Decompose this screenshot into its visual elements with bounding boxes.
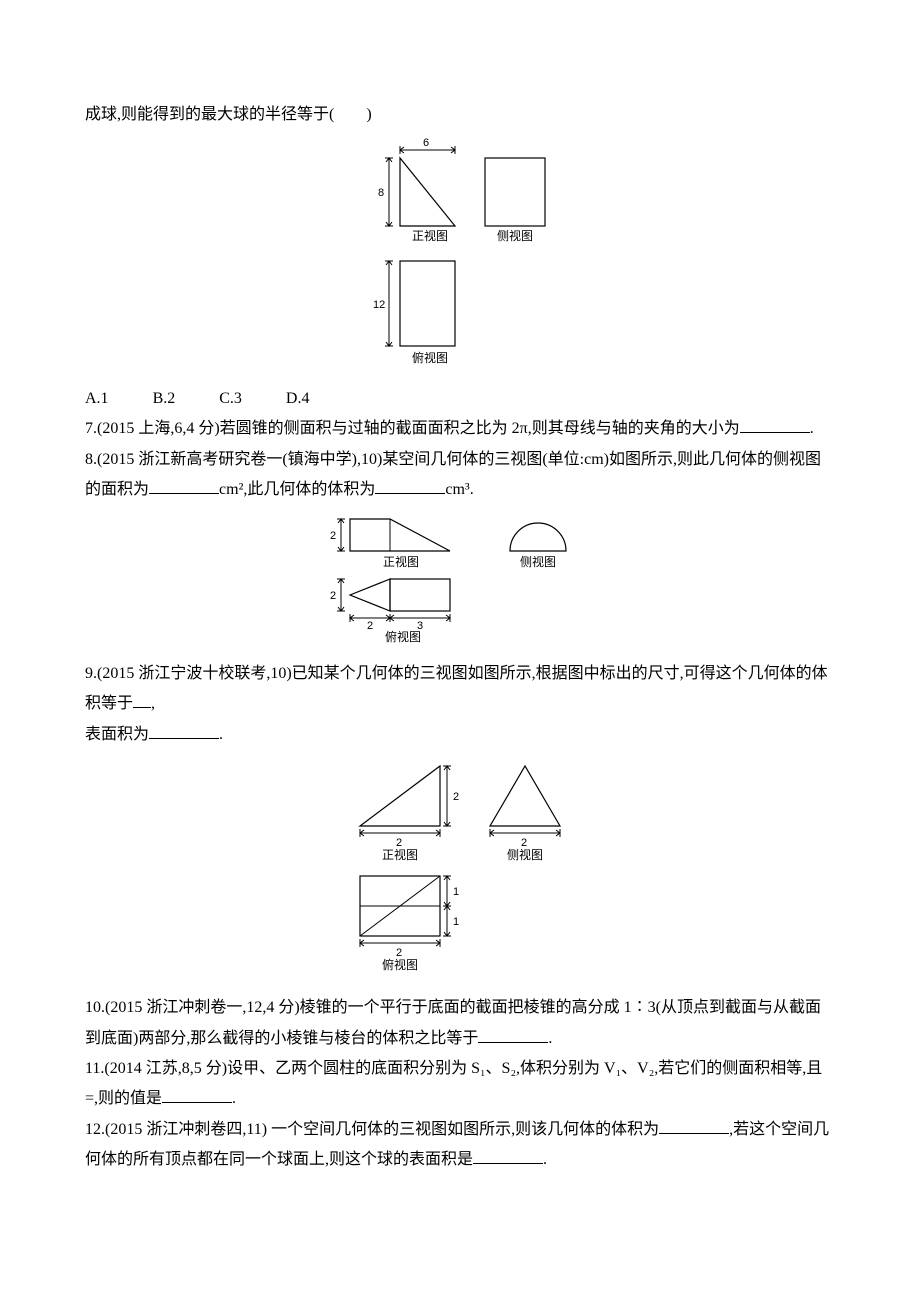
q9-blank2 [149,722,219,739]
q9-figure: 2 2 正视图 2 侧视图 [85,756,835,987]
q12-tail: . [543,1151,547,1168]
q8-dim-h1: 2 [330,530,336,542]
q8-dim-h2: 2 [330,590,336,602]
q9b-tail: . [219,726,223,743]
q9-top-label: 俯视图 [382,957,418,972]
q6-options: A.1 B.2 C.3 D.4 [85,384,835,414]
q6-dim-6: 6 [423,137,429,149]
q11-tail: . [232,1090,236,1107]
q11: 11.(2014 江苏,8,5 分)设甲、乙两个圆柱的底面积分别为 S₁、S₂,… [85,1054,835,1115]
q9-text: 9.(2015 浙江宁波十校联考,10)已知某个几何体的三视图如图所示,根据图中… [85,665,828,712]
q8-mid: cm²,此几何体的体积为 [219,481,375,498]
q6-opt-a: A.1 [85,390,109,407]
q9-side-label: 侧视图 [507,847,543,862]
q9-dim-s1: 1 [453,886,459,898]
q6-front-label: 正视图 [412,228,448,243]
q8-side-label: 侧视图 [520,554,556,569]
q12-text: 12.(2015 浙江冲刺卷四,11) 一个空间几何体的三视图如图所示,则该几何… [85,1121,659,1138]
q8: 8.(2015 浙江新高考研究卷一(镇海中学),10)某空间几何体的三视图(单位… [85,445,835,506]
q10-blank [478,1026,548,1043]
q8-front-label: 正视图 [383,554,419,569]
q10-text: 10.(2015 浙江冲刺卷一,12,4 分)棱锥的一个平行于底面的截面把棱锥的… [85,999,821,1046]
q9b-text: 表面积为 [85,726,149,743]
q11-blank [162,1086,232,1103]
q6-opt-d: D.4 [286,390,310,407]
q10-tail: . [548,1030,552,1047]
q9-tail: , [151,695,155,712]
q12: 12.(2015 浙江冲刺卷四,11) 一个空间几何体的三视图如图所示,则该几何… [85,1115,835,1176]
q9-dim-h: 2 [453,791,459,803]
q6-dim-8: 8 [378,187,384,199]
q8-blank2 [375,477,445,494]
q9-front-label: 正视图 [382,847,418,862]
q7-text: 7.(2015 上海,6,4 分)若圆锥的侧面积与过轴的截面面积之比为 2π,则… [85,420,740,437]
q6-side-label: 侧视图 [497,228,533,243]
q8-figure: 2 正视图 侧视图 2 [85,511,835,652]
q8-dim-a: 2 [367,620,373,632]
q8-tail: cm³. [445,481,473,498]
q9-dim-s2: 1 [453,916,459,928]
q7-tail: . [810,420,814,437]
q6-figure: 6 8 正视图 侧视图 12 [85,136,835,377]
q9-blank1 [133,691,151,708]
q9: 9.(2015 浙江宁波十校联考,10)已知某个几何体的三视图如图所示,根据图中… [85,659,835,720]
q8-top-label: 俯视图 [385,629,421,644]
q7: 7.(2015 上海,6,4 分)若圆锥的侧面积与过轴的截面面积之比为 2π,则… [85,414,835,444]
q6-opt-c: C.3 [219,390,242,407]
q12-blank1 [659,1117,729,1134]
q10: 10.(2015 浙江冲刺卷一,12,4 分)棱锥的一个平行于底面的截面把棱锥的… [85,993,835,1054]
q6-dim-12: 12 [373,299,385,311]
q9b: 表面积为. [85,720,835,750]
q7-blank [740,416,810,433]
q6-top-label: 俯视图 [412,350,448,365]
q6-line-top: 成球,则能得到的最大球的半径等于( ) [85,100,835,130]
q6-opt-b: B.2 [153,390,176,407]
q8-blank1 [149,477,219,494]
q12-blank2 [473,1147,543,1164]
